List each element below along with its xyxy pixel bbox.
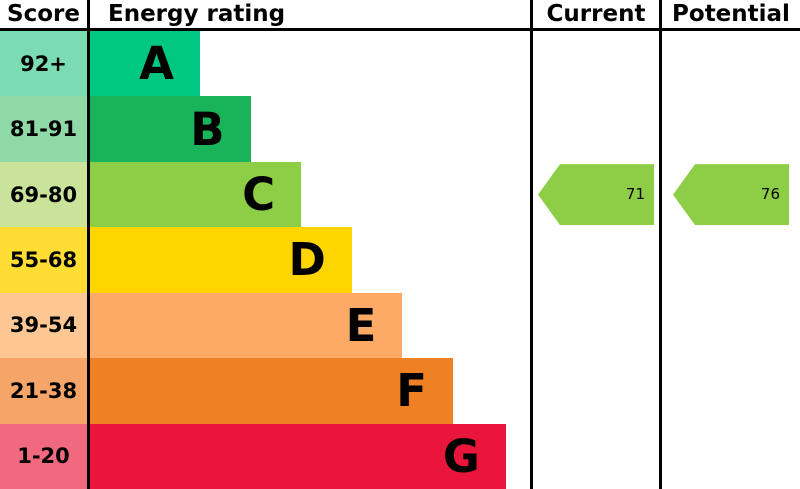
score-range-f: 21-38	[0, 358, 90, 424]
potential-cell-a	[662, 31, 800, 96]
current-cell-d	[533, 227, 662, 293]
rating-letter-b: B	[190, 102, 225, 156]
rating-bar-e: E	[90, 292, 403, 359]
current-cell-e	[533, 292, 662, 359]
potential-cell-d	[662, 227, 800, 292]
current-cell-c: 71	[533, 161, 662, 228]
rating-bar-d: D	[90, 227, 352, 293]
rating-letter-c: C	[242, 168, 276, 222]
header-score: Score	[0, 0, 90, 31]
rating-bar-b: B	[90, 96, 251, 162]
rating-letter-g: G	[442, 429, 480, 483]
rating-row-g: G	[90, 423, 533, 489]
score-range-g: 1-20	[0, 423, 90, 489]
header-current: Current	[533, 0, 662, 31]
rating-letter-e: E	[345, 298, 377, 352]
current-rating-arrow: 71	[538, 164, 654, 226]
rating-row-f: F	[90, 358, 533, 424]
score-range-a: 92+	[0, 31, 90, 97]
rating-row-c: C	[90, 161, 533, 228]
potential-rating-arrow: 76	[673, 164, 789, 226]
current-cell-a	[533, 31, 662, 97]
score-range-b: 81-91	[0, 96, 90, 162]
rating-bar-f: F	[90, 358, 453, 424]
rating-bar-g: G	[90, 423, 506, 489]
potential-cell-c: 76	[662, 162, 800, 227]
rating-row-a: A	[90, 31, 533, 97]
rating-row-b: B	[90, 96, 533, 162]
current-rating-value: 71	[625, 185, 645, 204]
score-range-d: 55-68	[0, 227, 90, 293]
rating-letter-a: A	[139, 37, 174, 91]
potential-cell-g	[662, 424, 800, 489]
score-range-c: 69-80	[0, 161, 90, 228]
rating-bar-c: C	[90, 161, 302, 228]
potential-cell-f	[662, 358, 800, 423]
rating-letter-d: D	[288, 233, 326, 287]
current-cell-g	[533, 423, 662, 489]
potential-rating-value: 76	[760, 185, 780, 204]
rating-letter-f: F	[396, 364, 427, 418]
current-cell-f	[533, 358, 662, 424]
potential-cell-b	[662, 96, 800, 161]
header-potential: Potential	[662, 0, 800, 31]
current-cell-b	[533, 96, 662, 162]
header-energy-rating: Energy rating	[90, 0, 533, 31]
rating-row-e: E	[90, 292, 533, 359]
rating-row-d: D	[90, 227, 533, 293]
rating-bar-a: A	[90, 31, 200, 97]
score-range-e: 39-54	[0, 292, 90, 359]
potential-cell-e	[662, 293, 800, 358]
